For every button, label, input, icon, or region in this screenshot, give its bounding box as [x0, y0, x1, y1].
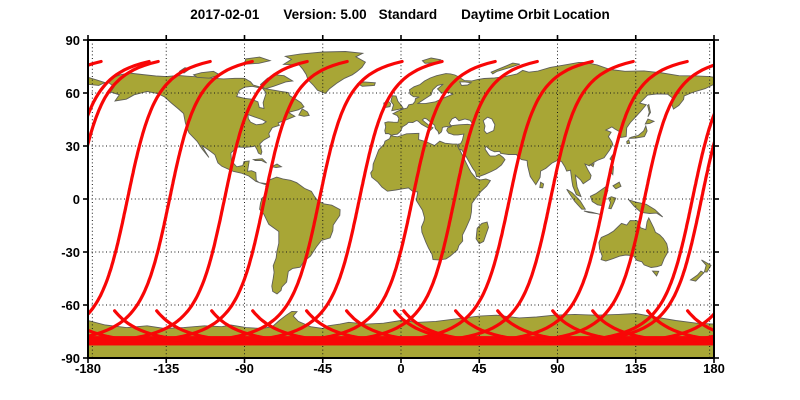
orbit-ground-track	[88, 59, 309, 345]
y-tick-label: -60	[61, 298, 80, 313]
title-text: Daytime Orbit Location	[461, 7, 610, 22]
landmass	[475, 221, 489, 245]
orbit-ground-track	[0, 62, 7, 344]
land-layer	[88, 51, 714, 358]
orbit-ground-track	[305, 59, 689, 346]
x-tick-label: -180	[74, 361, 102, 376]
landmass	[583, 210, 601, 215]
orbit-ground-track	[686, 309, 714, 333]
graticule-layer	[88, 40, 714, 358]
orbit-ground-track	[88, 59, 254, 338]
landmass	[628, 124, 648, 139]
landmass	[644, 118, 656, 125]
y-tick-label: -90	[61, 351, 80, 366]
landmass	[651, 270, 660, 277]
tick-marks	[83, 35, 719, 363]
orbit-ground-track	[345, 63, 714, 346]
landmass	[282, 51, 367, 94]
lake	[448, 116, 475, 127]
orbit-ground-track	[88, 59, 404, 346]
lake	[247, 113, 268, 126]
orbit-ground-track	[88, 59, 160, 151]
y-tick-label: 30	[65, 139, 80, 154]
x-tick-label: -45	[313, 361, 333, 376]
orbit-ground-track	[88, 59, 212, 317]
orbit-ground-track	[783, 62, 800, 344]
landmass	[566, 188, 587, 210]
x-tick-label: -135	[153, 361, 180, 376]
landmass	[298, 108, 310, 117]
landmass	[251, 158, 267, 164]
x-tick-label: 135	[624, 361, 647, 376]
landmass	[701, 259, 712, 273]
landmass	[647, 103, 651, 118]
x-tick-label: -90	[235, 361, 254, 376]
x-tick-label: 45	[472, 361, 487, 376]
lake	[459, 81, 473, 86]
lake	[416, 83, 454, 105]
landmass	[589, 163, 595, 168]
y-tick-label: 0	[72, 192, 80, 207]
landmass	[270, 163, 283, 169]
x-tick-label: 180	[703, 361, 725, 376]
landmass	[627, 199, 664, 218]
landmass	[384, 61, 714, 198]
plot-title: 2017-02-01 Version: 5.00 Standard Daytim…	[0, 7, 800, 22]
landmass	[259, 176, 341, 295]
y-tick-label: 60	[65, 86, 80, 101]
landmass	[689, 270, 705, 282]
landmass	[490, 62, 520, 75]
x-tick-label: 0	[397, 361, 405, 376]
landmass	[626, 138, 631, 145]
landmass	[390, 95, 405, 112]
lake	[482, 116, 496, 135]
orbit-tracks-layer	[0, 59, 800, 346]
map-layer	[0, 40, 800, 358]
title-product: Standard	[378, 7, 438, 22]
orbit-ground-track	[210, 59, 594, 346]
y-tick-label: -30	[61, 245, 80, 260]
title-date: 2017-02-01	[190, 7, 260, 22]
landmass	[192, 70, 221, 79]
x-tick-label: 90	[550, 361, 565, 376]
landmass	[607, 196, 617, 210]
landmass	[612, 181, 622, 190]
landmass	[88, 76, 107, 86]
title-version: Version: 5.00	[283, 7, 367, 22]
orbit-ground-track	[741, 62, 800, 344]
orbit-ground-track	[402, 137, 714, 346]
landmass	[108, 72, 305, 186]
landmass	[539, 181, 545, 189]
y-tick-label: 90	[65, 33, 80, 48]
